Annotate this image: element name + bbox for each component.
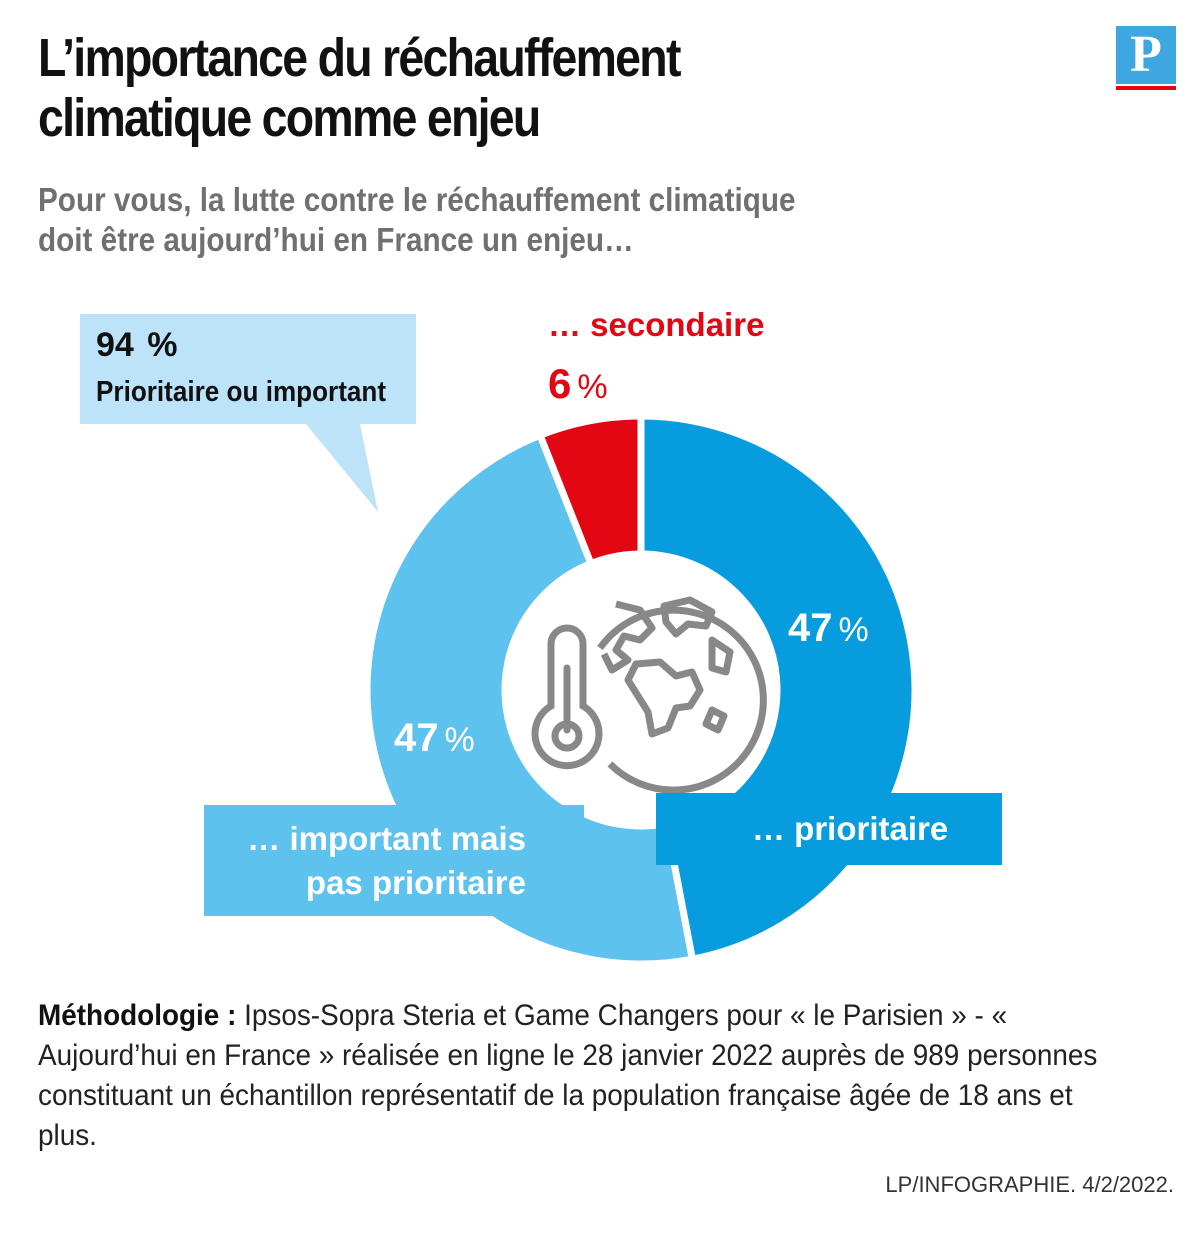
- category-important-line-1: … important mais: [247, 820, 526, 857]
- unit-secondaire: %: [577, 368, 608, 406]
- category-label-prioritaire: … prioritaire: [752, 810, 949, 847]
- value-important: 47: [394, 716, 439, 760]
- callout-number: 94: [96, 326, 134, 364]
- category-label-important: … important mais pas prioritaire: [204, 817, 526, 905]
- methodology-text: Ipsos-Sopra Steria et Game Changers pour…: [38, 999, 1098, 1152]
- title-line-2: climatique comme enjeu: [38, 88, 541, 148]
- subtitle-line-1: Pour vous, la lutte contre le réchauffem…: [38, 181, 796, 218]
- chart-title: L’importance du réchauffement climatique…: [38, 28, 812, 148]
- category-box-important: [204, 805, 584, 916]
- thermometer-icon: [531, 624, 603, 770]
- unit-important: %: [444, 721, 475, 759]
- category-important-line-2: pas prioritaire: [305, 864, 526, 901]
- unit-prioritaire: %: [838, 611, 869, 649]
- le-parisien-logo: P: [1116, 26, 1176, 92]
- globe-icon: [597, 596, 767, 794]
- value-secondaire: 6: [548, 360, 572, 407]
- value-label-secondaire: 6%: [548, 360, 608, 408]
- chart-subtitle: Pour vous, la lutte contre le réchauffem…: [38, 180, 956, 260]
- methodology-note: Méthodologie : Ipsos-Sopra Steria et Gam…: [38, 996, 1108, 1156]
- subtitle-line-2: doit être aujourd’hui en France un enjeu…: [38, 221, 634, 258]
- value-label-important: 47%: [394, 716, 475, 761]
- callout-box: [80, 314, 416, 424]
- category-box-prioritaire: [656, 793, 1002, 865]
- callout-pointer: [306, 424, 378, 512]
- source-credit: LP/INFOGRAPHIE. 4/2/2022.: [885, 1172, 1174, 1197]
- value-label-prioritaire: 47%: [788, 606, 869, 651]
- logo-underline: [1116, 86, 1176, 90]
- callout-label: Prioritaire ou important: [96, 376, 387, 408]
- methodology-label: Méthodologie :: [38, 999, 237, 1032]
- callout-value: 94 %: [96, 326, 178, 365]
- title-line-1: L’importance du réchauffement: [38, 28, 681, 88]
- value-prioritaire: 47: [788, 606, 833, 650]
- logo-letter: P: [1116, 26, 1176, 84]
- category-label-secondaire: … secondaire: [548, 306, 765, 343]
- callout-unit: %: [147, 326, 178, 364]
